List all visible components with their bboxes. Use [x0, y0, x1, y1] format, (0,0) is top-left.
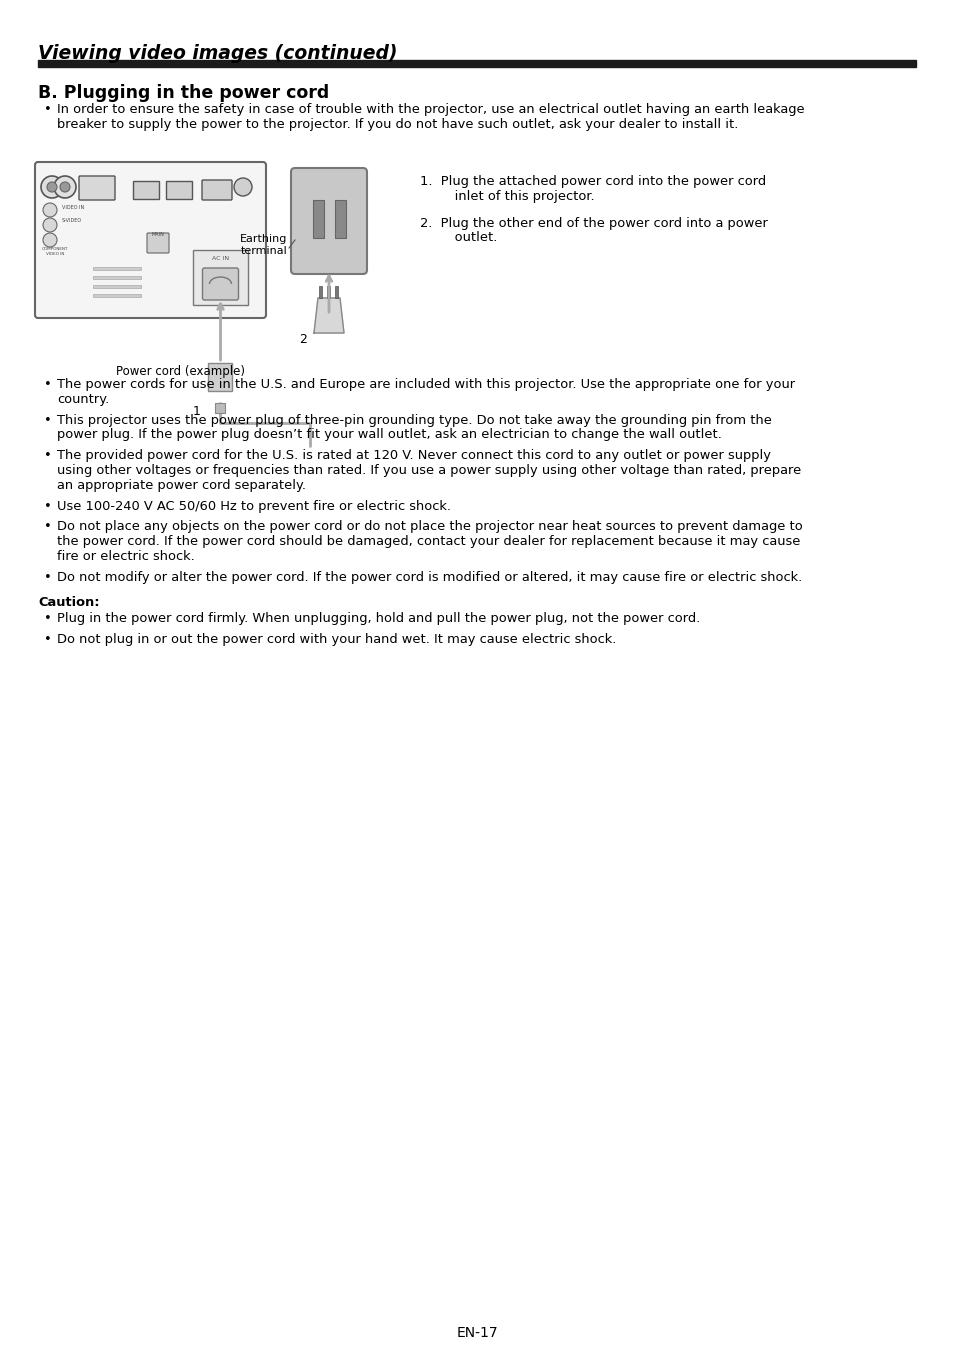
Text: an appropriate power cord separately.: an appropriate power cord separately.: [57, 479, 306, 491]
Text: outlet.: outlet.: [434, 231, 497, 244]
FancyBboxPatch shape: [202, 180, 232, 200]
Text: Viewing video images (continued): Viewing video images (continued): [38, 45, 397, 63]
Circle shape: [43, 217, 57, 232]
FancyBboxPatch shape: [79, 176, 115, 200]
Bar: [193, 250, 248, 305]
Text: B. Plugging in the power cord: B. Plugging in the power cord: [38, 84, 329, 103]
Circle shape: [41, 176, 63, 198]
Text: the power cord. If the power cord should be damaged, contact your dealer for rep: the power cord. If the power cord should…: [57, 535, 800, 548]
Text: Do not modify or alter the power cord. If the power cord is modified or altered,: Do not modify or alter the power cord. I…: [57, 571, 801, 583]
Bar: [166, 181, 192, 198]
Text: •: •: [44, 103, 51, 116]
Bar: [327, 286, 330, 298]
Text: Do not plug in or out the power cord with your hand wet. It may cause electric s: Do not plug in or out the power cord wit…: [57, 633, 616, 647]
Text: fire or electric shock.: fire or electric shock.: [57, 549, 194, 563]
Text: 1.  Plug the attached power cord into the power cord: 1. Plug the attached power cord into the…: [419, 176, 765, 188]
FancyBboxPatch shape: [147, 234, 169, 252]
Bar: [335, 286, 338, 298]
Text: Do not place any objects on the power cord or do not place the projector near he: Do not place any objects on the power co…: [57, 520, 801, 533]
Text: S-VIDEO: S-VIDEO: [62, 217, 82, 223]
Text: This projector uses the power plug of three-pin grounding type. Do not take away: This projector uses the power plug of th…: [57, 413, 771, 427]
Circle shape: [43, 234, 57, 247]
Text: 2: 2: [298, 333, 307, 346]
Text: using other voltages or frequencies than rated. If you use a power supply using : using other voltages or frequencies than…: [57, 464, 801, 477]
Text: VIDEO IN: VIDEO IN: [62, 205, 84, 211]
Bar: [38, 59, 915, 68]
Bar: [132, 181, 159, 198]
Text: Power cord (example): Power cord (example): [116, 364, 245, 378]
Bar: [335, 200, 346, 238]
Text: country.: country.: [57, 393, 110, 406]
Text: •: •: [44, 450, 51, 462]
Bar: [92, 266, 141, 270]
Text: •: •: [44, 378, 51, 392]
Text: The power cords for use in the U.S. and Europe are included with this projector.: The power cords for use in the U.S. and …: [57, 378, 794, 392]
FancyBboxPatch shape: [291, 167, 367, 274]
Circle shape: [43, 202, 57, 217]
Circle shape: [233, 178, 252, 196]
Text: AC IN: AC IN: [212, 256, 229, 261]
Text: •: •: [44, 613, 51, 625]
Text: Plug in the power cord firmly. When unplugging, hold and pull the power plug, no: Plug in the power cord firmly. When unpl…: [57, 613, 700, 625]
Circle shape: [60, 182, 70, 192]
Text: Caution:: Caution:: [38, 595, 99, 609]
Text: 1: 1: [193, 405, 200, 418]
Text: •: •: [44, 571, 51, 583]
Polygon shape: [314, 298, 344, 333]
Text: •: •: [44, 500, 51, 513]
Text: inlet of this projector.: inlet of this projector.: [434, 190, 594, 202]
Circle shape: [54, 176, 76, 198]
Circle shape: [47, 182, 57, 192]
Bar: [313, 200, 324, 238]
Bar: [209, 363, 233, 392]
Bar: [319, 286, 322, 298]
Text: EN-17: EN-17: [456, 1326, 497, 1341]
Text: COMPONENT
VIDEO IN: COMPONENT VIDEO IN: [42, 247, 69, 255]
Bar: [215, 404, 225, 413]
Text: •: •: [44, 413, 51, 427]
Text: power plug. If the power plug doesn’t fit your wall outlet, ask an electrician t: power plug. If the power plug doesn’t fi…: [57, 428, 721, 441]
Text: In order to ensure the safety in case of trouble with the projector, use an elec: In order to ensure the safety in case of…: [57, 103, 803, 116]
Text: •: •: [44, 633, 51, 647]
Text: Use 100-240 V AC 50/60 Hz to prevent fire or electric shock.: Use 100-240 V AC 50/60 Hz to prevent fir…: [57, 500, 451, 513]
Text: MAIN: MAIN: [152, 232, 164, 238]
Text: 2.  Plug the other end of the power cord into a power: 2. Plug the other end of the power cord …: [419, 216, 767, 230]
Text: Earthing: Earthing: [239, 234, 287, 244]
Bar: [92, 285, 141, 288]
FancyBboxPatch shape: [35, 162, 266, 319]
Text: The provided power cord for the U.S. is rated at 120 V. Never connect this cord : The provided power cord for the U.S. is …: [57, 450, 770, 462]
Text: breaker to supply the power to the projector. If you do not have such outlet, as: breaker to supply the power to the proje…: [57, 117, 738, 131]
Bar: [92, 275, 141, 279]
FancyBboxPatch shape: [202, 269, 238, 300]
Text: •: •: [44, 520, 51, 533]
Bar: [92, 293, 141, 297]
Text: terminal: terminal: [240, 246, 287, 256]
